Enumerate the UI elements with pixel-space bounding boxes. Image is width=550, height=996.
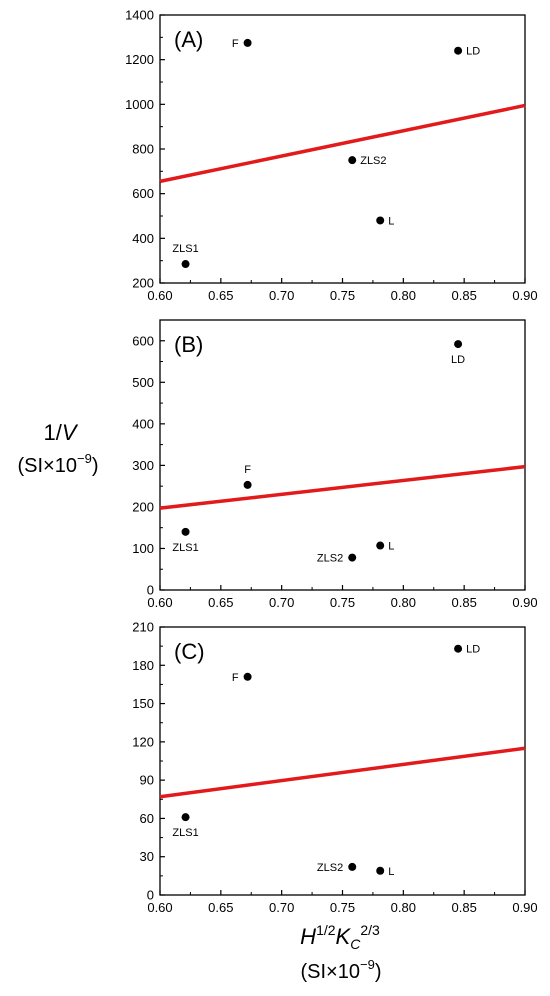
y-tick-label: 180 [132, 658, 154, 673]
y-tick-label: 1400 [125, 8, 154, 23]
x-tick-label: 0.65 [208, 595, 233, 610]
x-tick-label: 0.65 [208, 900, 233, 915]
x-tick-label: 0.60 [147, 288, 172, 303]
y-tick-label: 100 [132, 541, 154, 556]
x-tick-label: 0.70 [269, 595, 294, 610]
chart-panel: 0.60 0.65 0.70 0.75 0.80 0.85 0.90 0 30 60 90 120 15… [132, 620, 537, 916]
fit-line [159, 464, 526, 510]
y-tick-label: 1000 [125, 97, 154, 112]
y-tick-label: 200 [132, 276, 154, 291]
x-tick-label: 0.75 [330, 900, 355, 915]
point-label: LD [466, 46, 480, 58]
x-tick-label: 0.70 [269, 288, 294, 303]
y-tick-label: 300 [132, 458, 154, 473]
data-point [348, 553, 357, 562]
y-tick-label: 150 [132, 696, 154, 711]
y-tick-label: 500 [132, 375, 154, 390]
x-tick-label: 0.80 [391, 900, 416, 915]
data-point [243, 38, 252, 47]
x-tick-label: 0.80 [391, 595, 416, 610]
y-tick-label: 400 [132, 231, 154, 246]
x-tick-label: 0.60 [147, 900, 172, 915]
y-tick-label: 1200 [125, 52, 154, 67]
x-tick-label: 0.60 [147, 595, 172, 610]
panel-label: (C) [174, 639, 205, 664]
fit-line [159, 103, 526, 184]
data-point [454, 340, 463, 349]
y-tick-label: 30 [140, 849, 154, 864]
y-tick-label: 600 [132, 186, 154, 201]
y-tick-label: 400 [132, 416, 154, 431]
data-point [243, 480, 252, 489]
data-point [376, 866, 385, 875]
data-point [454, 644, 463, 653]
x-tick-label: 0.85 [452, 595, 477, 610]
svg-text:(SI×10−9): (SI×10−9) [18, 451, 99, 477]
svg-text:1/V: 1/V [43, 420, 78, 445]
point-label: L [388, 215, 394, 227]
point-label: L [388, 541, 394, 553]
y-tick-label: 200 [132, 499, 154, 514]
fit-line [159, 746, 526, 799]
data-point [376, 541, 385, 550]
data-point [348, 862, 357, 871]
panels: 0.60 0.65 0.70 0.75 0.80 0.85 0.90200400600800… [125, 8, 538, 916]
point-label: LD [466, 644, 480, 656]
panel-label: (A) [174, 27, 203, 52]
x-tick-label: 0.70 [269, 900, 294, 915]
point-label: L [388, 866, 394, 878]
x-tick-label: 0.75 [330, 595, 355, 610]
data-point [181, 260, 190, 269]
data-point [376, 216, 385, 225]
x-tick-label: 0.90 [512, 595, 537, 610]
y-tick-label: 120 [132, 734, 154, 749]
x-tick-label: 0.85 [452, 288, 477, 303]
data-point [243, 672, 252, 681]
point-label: LD [451, 354, 465, 366]
y-tick-label: 0 [147, 888, 154, 903]
plot-frame [159, 319, 526, 591]
svg-text:H1/2KC2/3: H1/2KC2/3 [300, 922, 380, 952]
data-point [181, 813, 190, 822]
x-tick-label: 0.80 [391, 288, 416, 303]
chart-panel: 0.60 0.65 0.70 0.75 0.80 0.85 0.90 0 100 200 300 40… [132, 319, 538, 610]
data-point [454, 46, 463, 55]
x-tick-label: 0.90 [512, 288, 537, 303]
x-tick-label: 0.85 [452, 900, 477, 915]
data-point [348, 156, 357, 165]
point-label: ZLS2 [360, 155, 386, 167]
x-tick-label: 0.75 [330, 288, 355, 303]
point-label: ZLS1 [172, 542, 198, 554]
point-label: ZLS1 [172, 827, 198, 839]
y-tick-label: 800 [132, 142, 154, 157]
panel-label: (B) [174, 332, 203, 357]
y-tick-label: 210 [132, 620, 154, 635]
y-axis-title: 1/V (SI×10−9) [18, 420, 99, 477]
point-label: F [244, 464, 251, 476]
x-tick-label: 0.65 [208, 288, 233, 303]
plot-frame [159, 626, 526, 896]
x-tick-label: 0.90 [512, 900, 537, 915]
y-tick-label: 0 [147, 583, 154, 598]
y-tick-label: 60 [140, 811, 154, 826]
x-axis-title: H1/2KC2/3 (SI×10−9) [300, 922, 381, 983]
point-label: F [232, 672, 239, 684]
y-tick-label: 600 [132, 333, 154, 348]
point-label: F [232, 38, 239, 50]
data-point [181, 527, 190, 536]
svg-text:(SI×10−9): (SI×10−9) [301, 957, 382, 983]
point-label: ZLS1 [172, 243, 198, 255]
point-label: ZLS2 [317, 862, 343, 874]
point-label: ZLS2 [317, 553, 343, 565]
y-tick-label: 90 [140, 773, 154, 788]
chart-panel: 0.60 0.65 0.70 0.75 0.80 0.85 0.90 200 400 600 800… [125, 8, 538, 304]
